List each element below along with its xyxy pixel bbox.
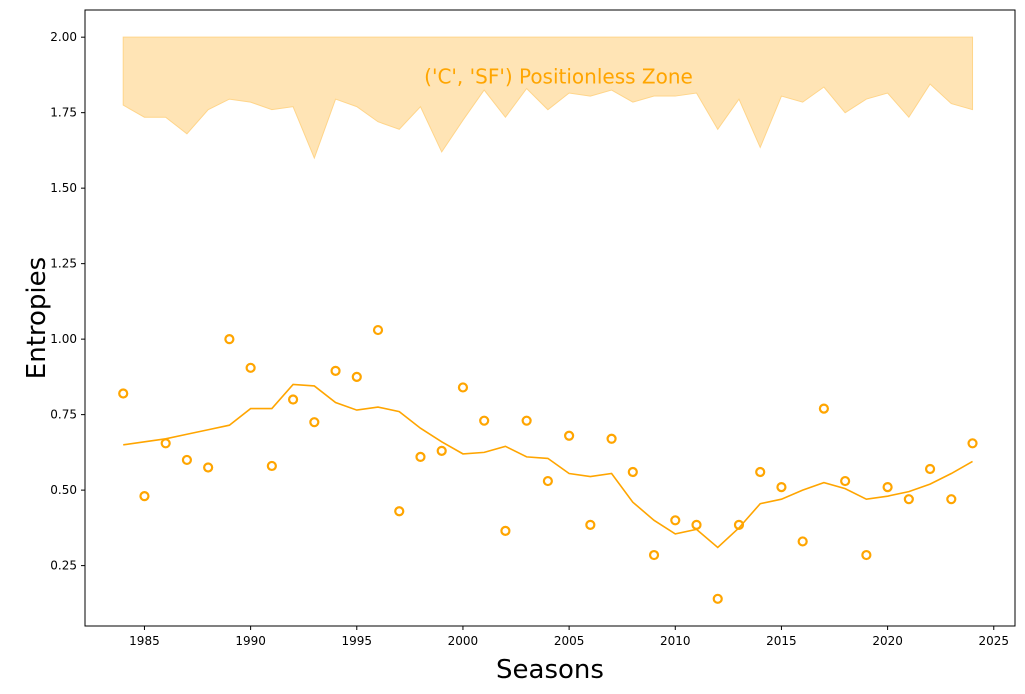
scatter-point	[203, 462, 214, 473]
scatter-point	[797, 536, 808, 547]
scatter-point	[351, 371, 362, 382]
scatter-point	[181, 454, 193, 466]
x-tick-label: 1985	[129, 634, 160, 648]
y-tick-label: 0.75	[50, 408, 77, 422]
scatter-point	[776, 482, 787, 493]
plot-area	[118, 36, 978, 604]
scatter-point	[946, 494, 957, 505]
scatter-point	[160, 438, 171, 449]
scatter-point	[415, 451, 426, 462]
x-axis-title: Seasons	[496, 655, 604, 685]
x-tick-label: 2020	[872, 634, 903, 648]
scatter-point	[118, 388, 129, 399]
scatter-point	[861, 549, 872, 561]
y-axis-title: Entropies	[22, 257, 52, 379]
scatter-point	[564, 430, 575, 441]
scatter-point	[627, 466, 638, 478]
axes-frame	[84, 9, 1016, 627]
scatter-point	[542, 475, 553, 487]
x-tick-label: 2010	[660, 634, 691, 648]
y-tick-label: 0.25	[50, 559, 77, 573]
x-tick-label: 2025	[978, 634, 1009, 648]
scatter-point	[245, 362, 256, 373]
x-tick-label: 1995	[342, 634, 373, 648]
y-tick-label: 1.00	[50, 332, 77, 346]
scatter-point	[479, 415, 490, 426]
scatter-point	[755, 466, 766, 478]
x-tick-label: 2015	[766, 634, 797, 648]
scatter-point	[457, 382, 469, 393]
scatter-point	[139, 491, 150, 502]
ticks: 1985 1990 1995 2000 2005 2010 2015 2020 2025 0.25…	[50, 30, 1009, 648]
scatter-point	[500, 525, 511, 536]
scatter-point	[691, 519, 702, 530]
scatter-point	[967, 438, 978, 449]
positionless-zone-band	[122, 36, 974, 160]
scatter-point	[287, 394, 299, 405]
x-tick-label: 2000	[448, 634, 479, 648]
scatter-point	[818, 403, 830, 414]
scatter-point	[733, 519, 745, 530]
scatter-point	[224, 334, 235, 345]
scatter-point	[585, 519, 596, 530]
scatter-point	[330, 365, 341, 376]
scatter-point	[670, 515, 681, 526]
y-tick-label: 1.50	[50, 181, 77, 195]
y-tick-label: 1.25	[50, 257, 77, 271]
x-tick-label: 2005	[554, 634, 585, 648]
trend-line	[123, 383, 973, 549]
scatter-point	[903, 494, 914, 505]
scatter-point	[436, 445, 447, 456]
scatter-point	[521, 415, 532, 426]
y-tick-label: 0.50	[50, 483, 77, 497]
scatter-point	[309, 417, 320, 428]
zone-annotation: ('C', 'SF') Positionless Zone	[424, 64, 693, 88]
scatter-point	[924, 463, 936, 475]
scatter-point	[372, 324, 384, 336]
scatter-point	[648, 549, 660, 561]
scatter-point	[712, 593, 723, 604]
y-tick-label: 1.75	[50, 106, 77, 120]
y-tick-label: 2.00	[50, 30, 77, 44]
scatter-point	[394, 506, 405, 517]
scatter-point	[266, 460, 277, 472]
scatter-point	[606, 433, 617, 444]
scatter-point	[840, 475, 851, 487]
x-tick-label: 1990	[235, 634, 266, 648]
scatter-point	[882, 482, 893, 493]
